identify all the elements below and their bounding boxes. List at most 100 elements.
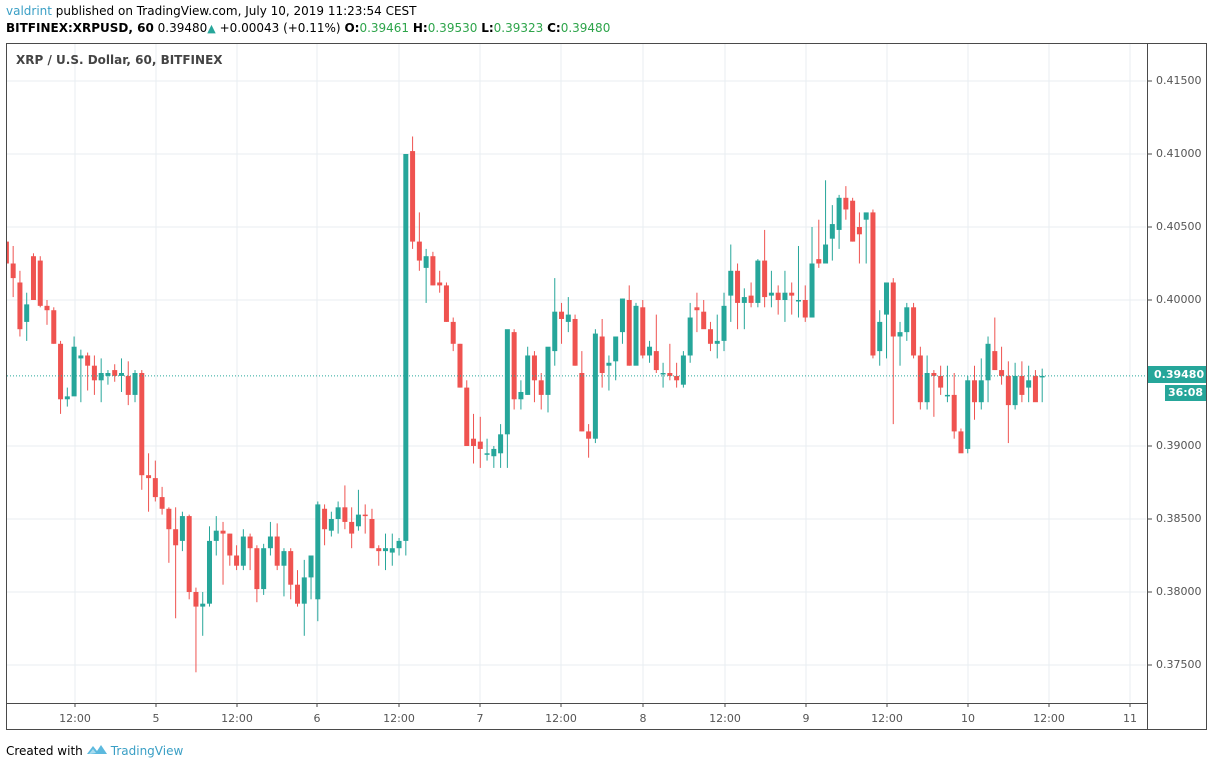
candle[interactable] [105, 373, 111, 376]
candle[interactable] [674, 375, 680, 381]
candle[interactable] [599, 336, 605, 374]
candle[interactable] [430, 256, 436, 286]
candle[interactable] [301, 577, 307, 604]
candle[interactable] [619, 298, 625, 333]
candle[interactable] [315, 504, 321, 600]
candle[interactable] [917, 355, 923, 403]
candle[interactable] [254, 548, 260, 590]
candle[interactable] [78, 355, 84, 359]
candle[interactable] [288, 551, 294, 585]
candle[interactable] [735, 270, 741, 303]
candle[interactable] [924, 373, 930, 403]
candle[interactable] [240, 536, 246, 566]
candle[interactable] [342, 507, 348, 522]
candle[interactable] [863, 212, 869, 220]
candle[interactable] [24, 304, 30, 322]
candle[interactable] [220, 530, 226, 534]
candle[interactable] [349, 521, 355, 534]
candle[interactable] [58, 343, 64, 400]
candle[interactable] [64, 396, 70, 400]
candle[interactable] [450, 321, 456, 344]
candle[interactable] [91, 365, 97, 381]
candle[interactable] [193, 592, 199, 607]
candle[interactable] [71, 346, 77, 397]
candle[interactable] [640, 307, 646, 356]
candle[interactable] [965, 380, 971, 449]
candle[interactable] [51, 310, 57, 344]
candle[interactable] [1005, 375, 1011, 406]
candle[interactable] [653, 351, 659, 371]
candle[interactable] [762, 260, 768, 298]
candle[interactable] [10, 263, 16, 279]
candle[interactable] [17, 282, 23, 330]
candle[interactable] [410, 151, 416, 242]
candle[interactable] [511, 332, 517, 400]
candle[interactable] [1019, 375, 1025, 395]
candle[interactable] [613, 336, 619, 362]
candle[interactable] [281, 551, 287, 566]
candle[interactable] [559, 311, 565, 319]
candle[interactable] [816, 259, 822, 264]
candle[interactable] [938, 375, 944, 388]
candle[interactable] [911, 307, 917, 356]
candle[interactable] [376, 548, 382, 552]
candle[interactable] [633, 305, 639, 366]
candle[interactable] [30, 256, 36, 300]
candle[interactable] [267, 536, 273, 549]
candle[interactable] [471, 438, 477, 446]
candle[interactable] [890, 282, 896, 337]
candle[interactable] [714, 340, 720, 344]
candle[interactable] [870, 212, 876, 356]
candle[interactable] [416, 241, 422, 261]
candle[interactable] [322, 508, 328, 530]
candle[interactable] [389, 548, 395, 553]
candle[interactable] [782, 292, 788, 300]
candle[interactable] [904, 307, 910, 333]
candle[interactable] [647, 346, 653, 356]
candle[interactable] [660, 373, 666, 375]
candle[interactable] [748, 295, 754, 303]
candle[interactable] [477, 441, 483, 449]
candle[interactable] [383, 548, 389, 552]
candle[interactable] [843, 197, 849, 210]
candle[interactable] [247, 536, 253, 549]
candle[interactable] [295, 584, 300, 604]
candle[interactable] [883, 282, 889, 315]
candle[interactable] [680, 355, 686, 385]
candle[interactable] [802, 300, 808, 318]
candle[interactable] [985, 343, 991, 381]
candle[interactable] [335, 507, 341, 519]
candle[interactable] [423, 256, 429, 268]
candle[interactable] [166, 508, 172, 530]
candle[interactable] [958, 431, 964, 454]
candle[interactable] [457, 343, 463, 388]
candle[interactable] [173, 529, 179, 546]
candle[interactable] [856, 227, 862, 235]
candle[interactable] [396, 540, 402, 549]
candle[interactable] [261, 548, 267, 590]
candle[interactable] [186, 516, 192, 592]
candle[interactable] [897, 332, 903, 337]
candle[interactable] [606, 362, 612, 366]
candle[interactable] [565, 314, 571, 322]
candle[interactable] [112, 370, 118, 376]
candle[interactable] [687, 317, 693, 356]
candle[interactable] [37, 260, 43, 306]
candle[interactable] [200, 603, 206, 607]
candle[interactable] [274, 536, 280, 566]
candle[interactable] [829, 224, 835, 239]
candle[interactable] [213, 530, 219, 541]
candle[interactable] [538, 380, 544, 395]
candle[interactable] [972, 380, 977, 403]
candle[interactable] [234, 555, 240, 566]
candle[interactable] [206, 540, 212, 604]
candle[interactable] [328, 519, 334, 531]
candle[interactable] [531, 355, 537, 381]
candle[interactable] [362, 514, 368, 517]
candle[interactable] [789, 292, 795, 296]
candle[interactable] [823, 244, 829, 264]
candle[interactable] [728, 270, 734, 296]
candle[interactable] [437, 282, 443, 286]
candle[interactable] [227, 533, 233, 556]
candle[interactable] [741, 297, 747, 303]
